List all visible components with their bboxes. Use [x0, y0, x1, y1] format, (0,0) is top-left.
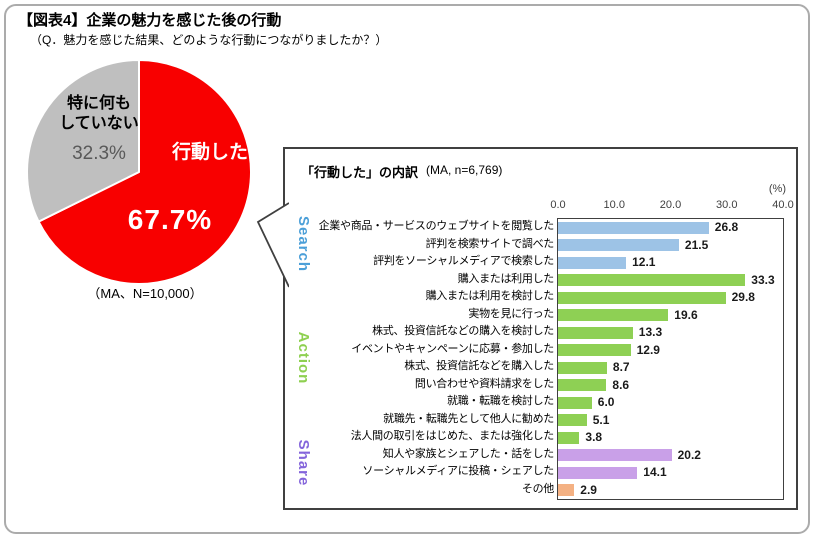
bar-value-label: 33.3: [751, 272, 775, 287]
pie-slice-value-inactive: 32.3%: [72, 143, 126, 164]
figure-title: 【図表4】企業の魅力を感じた後の行動: [18, 12, 282, 29]
bar-category-label: 就職先・転職先として他人に勧めた: [383, 412, 554, 425]
pie-slice-label-active: 行動した: [171, 142, 248, 163]
bar-category-label: 就職・転職を検討した: [447, 395, 554, 407]
bar-value-label: 21.5: [684, 237, 709, 252]
x-axis-tick-label: 40.0: [772, 199, 794, 211]
bar: [558, 256, 627, 269]
bar-category-label: 企業や商品・サービスのウェブサイトを閲覧した: [318, 220, 555, 232]
bar-category-labels: 企業や商品・サービスのウェブサイトを閲覧した評判を検索サイトで調べた評判をソーシ…: [311, 218, 555, 498]
bar: [558, 291, 726, 304]
bar: [558, 309, 669, 322]
bar-value-label: 6.0: [597, 395, 615, 409]
bar: [558, 326, 633, 339]
group-label-search: Search: [295, 216, 312, 273]
bar-category-label: 評判を検索サイトで調べた: [425, 237, 555, 250]
bar-value-label: 5.1: [592, 412, 610, 427]
pie-slice-label-inactive: 特に何も していない: [59, 95, 139, 132]
bar-value-label: 13.3: [638, 325, 663, 339]
breakdown-panel: 「行動した」の内訳 (MA, n=6,769) (%) 0.0 10.0 20.0 3…: [256, 147, 798, 510]
figure-subtitle: （Q．魅力を感じた結果、どのような行動につながりましたか？）: [30, 33, 388, 47]
callout-notch: [256, 202, 289, 288]
pie-slice: [37, 59, 252, 285]
group-label-share: Share: [295, 439, 312, 487]
bar-category-label: 実物を見に行った: [468, 307, 554, 320]
bar-value-label: 3.8: [585, 430, 603, 444]
bar-category-label: 株式、投資信託などを購入した: [404, 360, 554, 372]
bar: [558, 379, 607, 392]
bar-category-label: 問い合わせや資料請求をした: [414, 377, 554, 390]
bar-category-label: ソーシャルメディアに投稿・シェアした: [362, 465, 554, 477]
bar-category-label: その他: [521, 482, 554, 495]
pie-slice-value-active: 67.7%: [127, 204, 213, 235]
bar-category-label: イベントやキャンペーンに応募・参加した: [351, 342, 554, 355]
bar-value-label: 19.6: [674, 307, 698, 322]
bar: [558, 239, 679, 252]
x-axis-tick-label: 10.0: [603, 199, 625, 211]
bar-category-label: 株式、投資信託などの購入を検討した: [372, 325, 554, 337]
bar-category-label: 知人や家族とシェアした・話をした: [382, 447, 555, 460]
x-axis-tick-label: 0.0: [550, 199, 566, 211]
bar-value-label: 26.8: [714, 220, 739, 234]
panel-title: 「行動した」の内訳: [301, 165, 419, 180]
x-axis-tick-label: 30.0: [716, 199, 738, 211]
bar: [558, 431, 580, 444]
bar: [558, 361, 607, 374]
bar-value-label: 14.1: [643, 465, 667, 479]
x-axis-tick-label: 20.0: [659, 199, 682, 211]
bar-value-label: 29.8: [731, 290, 755, 304]
bar-value-label: 20.2: [677, 447, 701, 462]
bar-category-label: 購入または利用した: [457, 272, 555, 285]
bar: [558, 449, 672, 462]
bar: [558, 466, 638, 479]
bar: [558, 414, 587, 427]
bar-value-label: 8.7: [612, 360, 630, 374]
bar-category-label: 購入または利用を検討した: [425, 290, 555, 302]
group-label-action: Action: [295, 331, 312, 385]
bar: [558, 344, 631, 357]
pie-chart: [26, 59, 252, 285]
bar: [558, 396, 592, 409]
panel-sample-size: (MA, n=6,769): [426, 163, 503, 177]
bar-value-label: 12.9: [636, 342, 660, 357]
bar: [558, 274, 746, 287]
pie-sample-note: （MA、N=10,000）: [87, 286, 203, 301]
bar-value-label: 12.1: [632, 255, 656, 269]
bar-value-label: 2.9: [580, 482, 597, 497]
bar-category-label: 法人間の取引をはじめた、または強化した: [350, 430, 555, 442]
bar-plot-area: 26.8 21.5 12.1 33.3 29.8 19.6 13.3 12.9 8.7 8.6 6.…: [557, 218, 784, 500]
bar: [558, 484, 575, 497]
bar-category-label: 評判をソーシャルメディアで検索した: [373, 255, 554, 267]
bar: [558, 221, 709, 234]
pie-slice: [26, 59, 140, 223]
axis-unit-label: (%): [768, 183, 786, 195]
bar-value-label: 8.6: [612, 377, 630, 392]
